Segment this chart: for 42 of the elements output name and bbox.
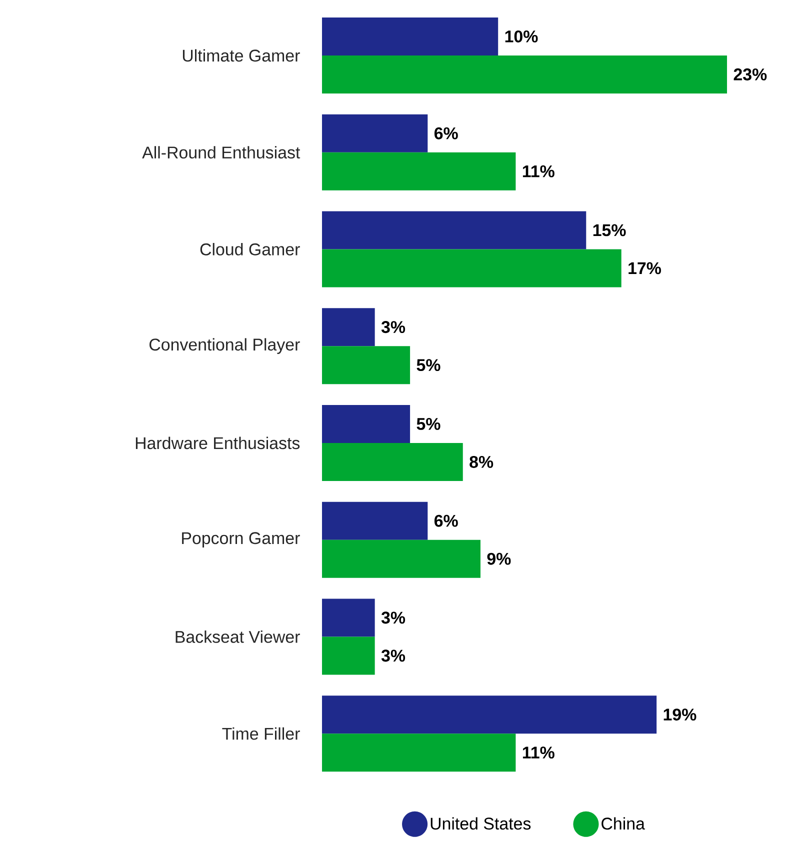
y-tick-label: Ultimate Gamer	[182, 49, 300, 62]
bar	[322, 211, 586, 250]
bar	[322, 442, 463, 481]
legend-label: China	[602, 817, 645, 830]
data-label: 10%	[505, 30, 538, 42]
bar	[322, 636, 375, 675]
data-label: 3%	[381, 612, 406, 624]
data-label: 17%	[628, 262, 661, 274]
data-label: 23%	[734, 68, 767, 80]
y-tick-label: Cloud Gamer	[200, 242, 300, 256]
data-label: 11%	[522, 165, 554, 178]
data-label: 19%	[664, 708, 696, 721]
data-label: 11%	[522, 746, 554, 759]
data-label: 3%	[381, 321, 406, 334]
data-label: 9%	[487, 552, 511, 565]
bar	[322, 502, 428, 540]
bar	[322, 734, 516, 772]
data-label: 5%	[416, 359, 440, 372]
y-tick-label: Backseat Viewer	[176, 630, 300, 643]
y-tick-label: Time Filler	[222, 727, 300, 740]
data-label: 8%	[470, 456, 494, 468]
legend-label: United States	[430, 817, 531, 830]
bar	[322, 598, 375, 637]
bar	[322, 17, 498, 56]
data-label: 15%	[593, 224, 626, 236]
bar	[322, 114, 428, 152]
bar	[322, 696, 657, 734]
data-label: 6%	[434, 127, 458, 140]
y-tick-label: Conventional Player	[150, 338, 300, 354]
bar	[322, 55, 728, 94]
bar	[322, 249, 622, 288]
y-tick-label: All-Round Enthusiast	[142, 146, 300, 159]
bar	[322, 540, 480, 578]
y-tick-label: Hardware Enthusiasts	[136, 436, 300, 450]
y-tick-label: Popcorn Gamer	[182, 532, 300, 548]
bar	[322, 404, 410, 443]
data-label: 6%	[434, 514, 458, 527]
bar	[322, 308, 375, 346]
bar	[322, 346, 410, 384]
data-label: 3%	[381, 650, 406, 662]
data-label: 5%	[416, 418, 440, 430]
bar	[322, 152, 516, 190]
